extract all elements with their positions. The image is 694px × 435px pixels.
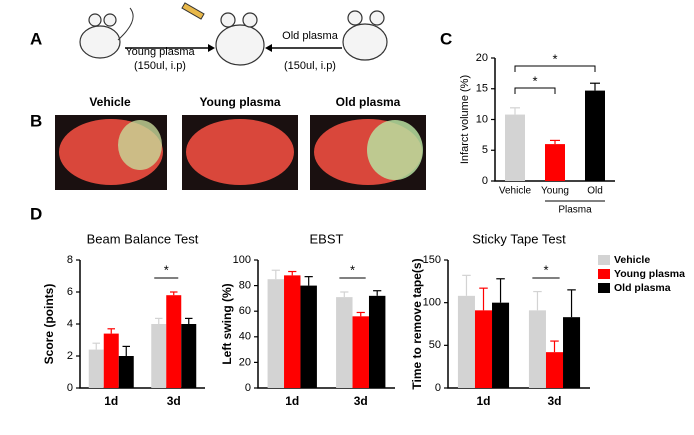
diagram-label: (150ul, i.p) [134,60,186,72]
bar [88,349,104,388]
mouse-treated [181,2,265,66]
y-tick-label: 60 [239,305,251,317]
y-tick-label: 5 [482,144,488,156]
diagram-label: Young plasma [125,46,195,58]
brain-image [310,115,426,190]
y-tick-label: 100 [233,254,251,266]
bar [103,333,119,388]
y-tick-label: 0 [482,175,488,187]
bar [505,114,525,181]
bar [267,279,285,388]
y-tick-label: 150 [423,254,441,266]
x-tick-label: Vehicle [499,186,532,197]
legend-swatch [598,269,610,279]
legend-label: Old plasma [614,282,671,294]
chart-title: Sticky Tape Test [472,231,566,246]
x-tick-label: Old [587,186,603,197]
significance-star: * [543,262,548,277]
y-tick-label: 6 [67,286,73,298]
mouse-old [342,10,388,61]
image-label: Vehicle [89,95,131,109]
bar [151,324,167,388]
bar [563,317,581,388]
significance-star: * [164,262,169,277]
y-tick-label: 20 [476,52,488,64]
significance-star: * [350,262,355,277]
mouse-young [79,7,134,59]
significance-bracket [514,87,556,94]
brain-image [182,115,298,190]
x-tick-label: 1d [285,394,299,408]
bar [284,275,301,388]
y-tick-label: 0 [435,382,441,394]
y-tick-label: 50 [429,339,441,351]
group-label: Plasma [558,205,592,216]
bar [368,295,386,388]
y-tick-label: 8 [67,254,73,266]
y-tick-label: 4 [67,318,73,330]
x-tick-label: 3d [354,394,368,408]
bar [166,295,182,388]
y-tick-label: 0 [67,382,73,394]
chart-title: EBST [310,231,344,246]
bar [352,316,369,388]
x-tick-label: 3d [167,394,181,408]
y-tick-label: 80 [239,280,251,292]
image-label: Young plasma [199,95,280,109]
significance-bracket [514,65,596,72]
x-tick-label: 1d [476,394,490,408]
bar [457,295,475,388]
bar [545,352,564,388]
y-tick-label: 15 [476,83,488,95]
bar [585,90,605,181]
panel-letter: B [30,111,42,130]
x-tick-label: Young [541,186,569,197]
y-tick-label: 0 [245,382,251,394]
bar [181,324,197,388]
bar [300,285,317,388]
bar [336,297,353,388]
y-tick-label: 10 [476,113,488,125]
y-axis-label: Time to remove tape(s) [410,258,424,389]
chart-title: Beam Balance Test [87,231,199,246]
panel-letter: C [440,29,452,48]
y-axis-label: Left swing (%) [220,283,234,364]
panel-letter: D [30,204,42,223]
legend-swatch [598,255,610,265]
y-tick-label: 20 [239,356,251,368]
image-label: Old plasma [336,95,401,109]
arrow-head [208,44,215,52]
y-tick-label: 40 [239,331,251,343]
bar [474,310,493,388]
y-axis-label: Score (points) [42,284,56,365]
y-tick-label: 2 [67,350,73,362]
panel-letter: A [30,29,42,48]
bar [545,144,565,181]
brain-image [55,115,167,190]
legend-label: Young plasma [614,268,685,280]
significance-star: * [552,51,557,66]
y-tick-label: 100 [423,297,441,309]
diagram-label: Old plasma [282,30,339,42]
diagram-label: (150ul, i.p) [284,60,336,72]
legend-swatch [598,283,610,293]
arrow-head [265,44,272,52]
bar [118,356,134,388]
x-tick-label: 3d [547,394,561,408]
y-axis-label: Infarct volume (%) [459,75,471,164]
bar [528,310,546,388]
bar [492,302,510,388]
significance-star: * [532,73,537,88]
legend-label: Vehicle [614,254,650,266]
x-tick-label: 1d [104,394,118,408]
